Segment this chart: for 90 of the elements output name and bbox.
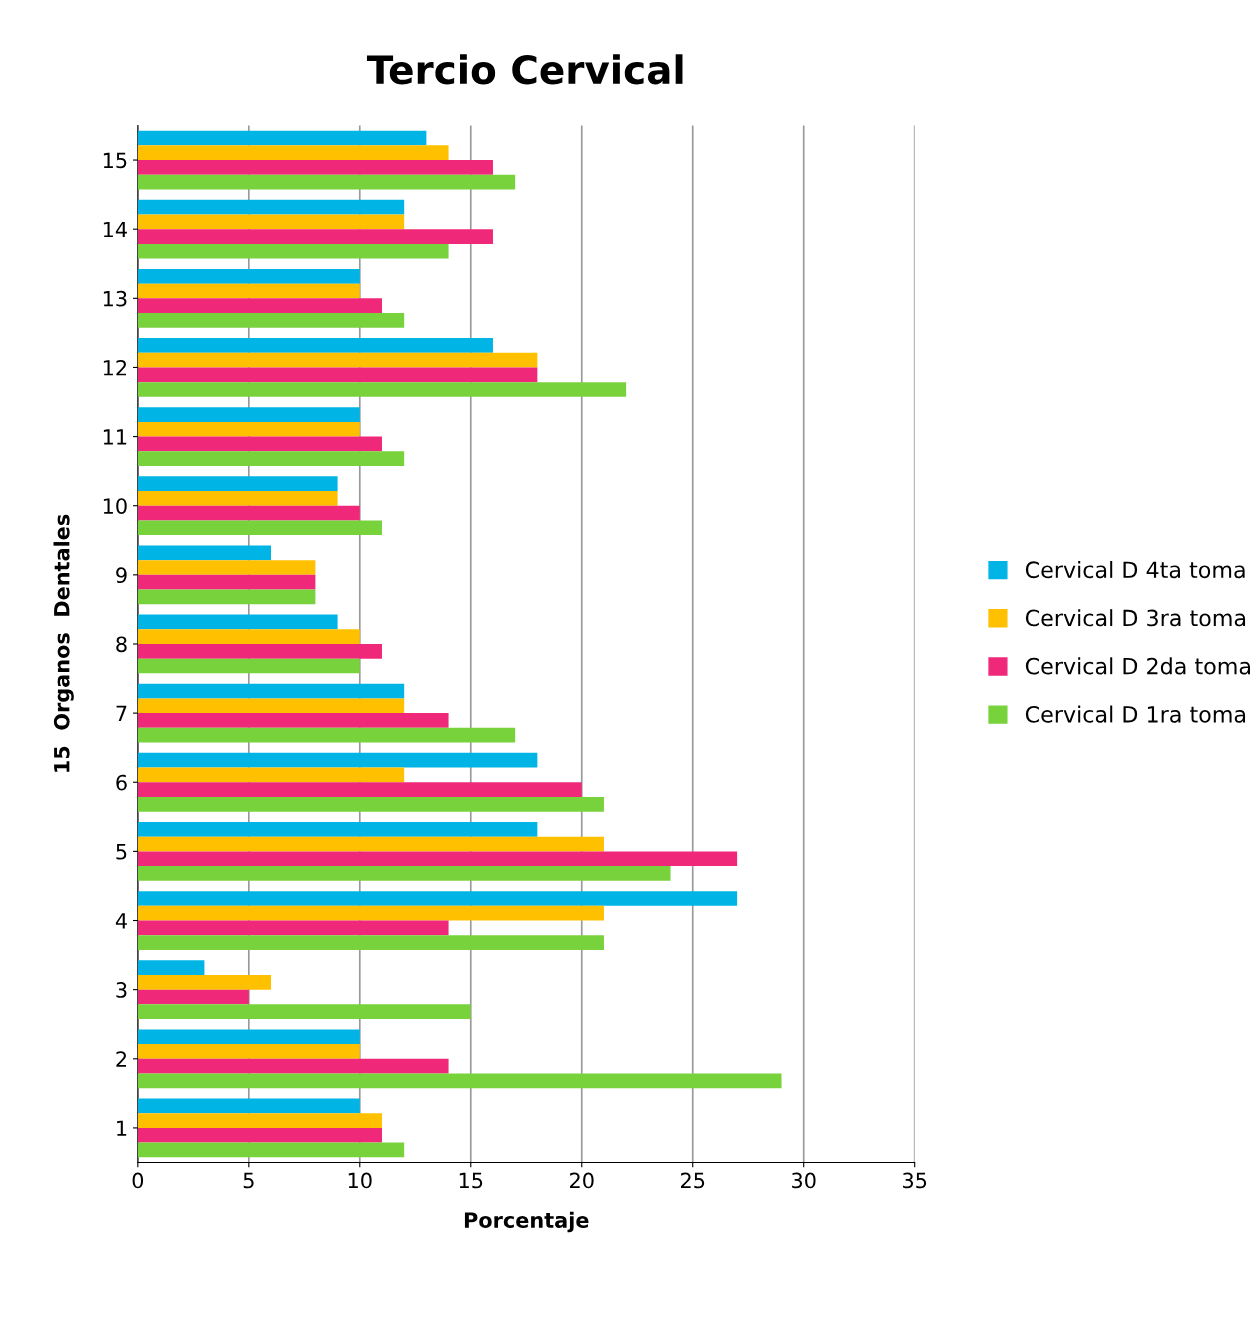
y-tick-label: 14	[103, 221, 127, 238]
bar	[137, 491, 338, 506]
bar	[137, 698, 405, 714]
bar	[137, 560, 316, 575]
bar	[137, 683, 405, 699]
legend-label: Cervical D 4ta toma	[1025, 560, 1245, 579]
bar	[137, 338, 493, 353]
x-tick-label: 25	[681, 1172, 705, 1189]
bar	[137, 243, 449, 259]
bar	[137, 935, 604, 950]
bar	[137, 589, 316, 605]
y-tick-label: 15	[103, 152, 127, 169]
x-tick-label: 5	[243, 1172, 254, 1189]
y-tick-label: 9	[116, 567, 127, 584]
bar	[137, 476, 338, 492]
bar	[137, 520, 382, 536]
bar	[137, 782, 582, 797]
bar	[137, 160, 493, 175]
x-tick-label: 10	[348, 1172, 372, 1189]
y-tick-label: 6	[116, 774, 127, 791]
bar	[137, 713, 449, 728]
bar	[137, 752, 538, 768]
bar	[137, 629, 360, 644]
bar	[137, 767, 405, 783]
y-tick-label: 13	[103, 290, 127, 307]
bar	[137, 229, 493, 244]
bar	[137, 658, 360, 674]
bar	[137, 505, 360, 521]
bar	[137, 574, 316, 590]
bar	[137, 891, 738, 906]
bar	[137, 199, 405, 215]
x-tick-label: 0	[132, 1172, 144, 1189]
y-tick-label: 1	[117, 1120, 127, 1136]
x-axis-title: Porcentaje	[464, 1211, 589, 1233]
chart-title: Tercio Cervical	[366, 54, 683, 85]
y-tick-label: 2	[116, 1051, 127, 1067]
bar	[137, 436, 382, 452]
bar	[137, 1073, 782, 1089]
y-tick-label: 12	[103, 359, 127, 376]
bar	[137, 1058, 449, 1074]
bar	[137, 298, 382, 314]
bar	[137, 451, 405, 466]
bar	[137, 1142, 405, 1158]
bar	[137, 268, 360, 284]
legend-label: Cervical D 3ra toma	[1025, 609, 1246, 627]
y-tick-label: 4	[115, 913, 127, 929]
bar	[137, 352, 538, 368]
bar	[137, 643, 382, 659]
legend-label: Cervical D 1ra toma	[1025, 705, 1246, 723]
bar	[137, 145, 449, 161]
bar	[137, 1004, 471, 1020]
x-tick-label: 30	[792, 1172, 816, 1189]
bar	[137, 836, 604, 852]
legend-label: Cervical D 2da toma	[1025, 657, 1251, 675]
y-tick-label: 8	[116, 636, 127, 653]
bar	[137, 1044, 360, 1059]
bar	[137, 283, 360, 299]
bar	[137, 130, 427, 146]
bar	[137, 1113, 382, 1128]
bar	[137, 866, 671, 881]
bar	[137, 214, 405, 230]
bar	[137, 1127, 382, 1143]
y-tick-label: 3	[116, 982, 127, 998]
bar	[137, 974, 272, 990]
bar	[137, 1098, 360, 1114]
bar	[137, 1029, 360, 1045]
x-tick-label: 35	[903, 1172, 927, 1189]
bar	[137, 822, 538, 837]
bar	[137, 796, 604, 812]
y-tick-label: 11	[103, 429, 127, 445]
x-tick-label: 15	[459, 1172, 483, 1189]
y-tick-label: 5	[116, 844, 127, 860]
x-tick-label: 20	[570, 1172, 594, 1189]
bar	[137, 851, 738, 867]
bar	[137, 174, 516, 190]
bar	[137, 367, 538, 383]
bar	[137, 421, 360, 437]
bar	[137, 989, 249, 1005]
bar	[137, 920, 449, 936]
y-tick-label: 7	[116, 705, 127, 722]
bar	[137, 545, 272, 561]
bar	[137, 313, 405, 328]
y-axis-title: 15 Organos Dentales	[53, 514, 74, 772]
bar	[137, 382, 627, 397]
y-tick-label: 10	[103, 498, 127, 514]
bar	[137, 960, 205, 975]
bar	[137, 727, 516, 743]
bar	[137, 905, 604, 921]
bar	[137, 614, 338, 630]
bar	[137, 407, 360, 422]
